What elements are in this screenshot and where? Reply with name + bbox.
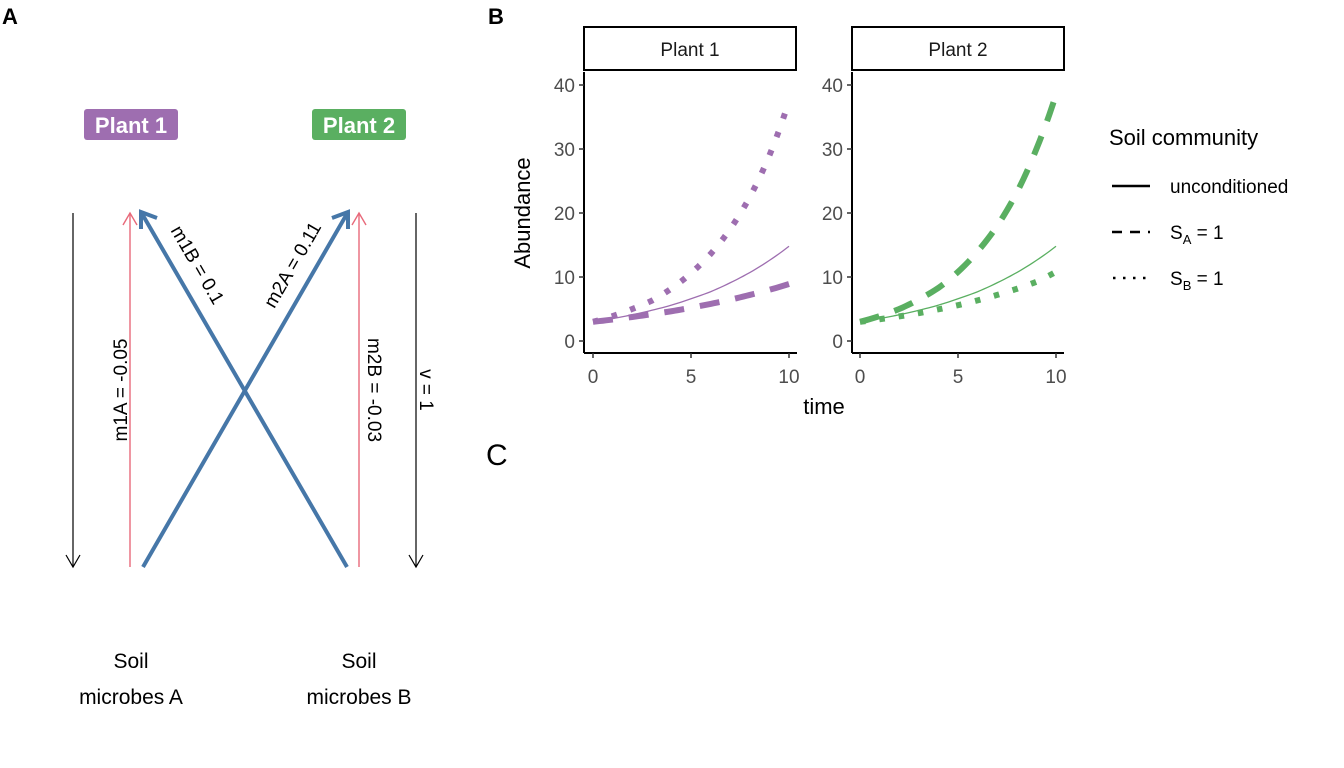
plot-area-plant-2: 0 10 20 30 40 0 5 10: [822, 72, 1067, 388]
series-line-solid: [859, 245, 1057, 323]
edge-label-m1a: m1A = -0.05: [111, 339, 132, 442]
y-tick-label: 10: [822, 268, 843, 289]
legend-label-sb-sub: B: [1183, 278, 1192, 293]
plant-1-node-box: [84, 109, 178, 140]
plant-2-node-label: Plant 2: [323, 113, 395, 138]
panel-letter-b: B: [488, 4, 504, 29]
legend-label-sb-rest: = 1: [1191, 269, 1223, 290]
arrowhead-up-icon: [122, 211, 138, 226]
facet-plant-2: Plant 2 0 10 20 30 40 0 5 10: [822, 26, 1067, 388]
facet-strip-label-plant-2: Plant 2: [928, 40, 987, 61]
arrowhead-down-icon: [408, 554, 424, 569]
legend-label-sa-rest: = 1: [1191, 223, 1223, 244]
series-line-dotted: [592, 100, 792, 325]
x-tick-label: 10: [778, 367, 799, 388]
edge-m2b: [351, 211, 367, 567]
series-line-solid: [592, 245, 790, 323]
soil-a-label-line2: microbes A: [79, 686, 183, 709]
plant-2-node: Plant 2: [312, 109, 406, 140]
y-tick-label: 20: [822, 204, 843, 225]
plant-2-node-box: [312, 109, 406, 140]
legend-label-sb-main: S: [1170, 269, 1183, 290]
x-tick-label: 0: [588, 367, 599, 388]
soil-microbes-a-node: Soil microbes A: [79, 650, 183, 709]
facet-strip-label-plant-1: Plant 1: [660, 40, 719, 61]
y-tick-label: 30: [554, 140, 575, 161]
edge-label-v: v = 1: [415, 369, 436, 411]
arrowhead-icon: [139, 209, 158, 229]
series-line-dotted: [859, 269, 1058, 325]
x-tick-label: 10: [1045, 367, 1066, 388]
panel-letter-a: A: [2, 4, 18, 29]
x-tick-label: 5: [953, 367, 964, 388]
soil-microbes-b-node: Soil microbes B: [306, 650, 411, 709]
facet-strip-plant-2: [851, 26, 1065, 71]
soil-a-label-line1: Soil: [113, 650, 148, 673]
legend-item-sb: SB = 1: [1113, 269, 1224, 293]
legend-label-sb: SB = 1: [1170, 269, 1224, 293]
plot-area-plant-1: 0 10 20 30 40 0 5 10: [554, 72, 800, 388]
y-tick-label: 40: [554, 76, 575, 97]
soil-b-label-line1: Soil: [341, 650, 376, 673]
plant-1-node-label: Plant 1: [95, 113, 167, 138]
legend-item-unconditioned: unconditioned: [1112, 177, 1288, 198]
y-axis-title: Abundance: [510, 157, 535, 268]
soil-b-label-line2: microbes B: [306, 686, 411, 709]
legend-label-sa-main: S: [1170, 223, 1183, 244]
legend-title: Soil community: [1109, 125, 1258, 150]
y-tick-label: 0: [564, 332, 575, 353]
edge-label-m1b: m1B = 0.1: [166, 222, 228, 308]
legend: Soil community unconditioned SA = 1 SB =…: [1109, 125, 1288, 293]
legend-label-unconditioned: unconditioned: [1170, 177, 1288, 198]
edge-m2a: [141, 209, 350, 569]
edge-m1a: [122, 211, 138, 567]
arrowhead-up-icon: [351, 211, 367, 226]
x-axis-title: time: [803, 394, 845, 419]
panel-letter-c: C: [486, 439, 508, 472]
y-tick-label: 10: [554, 268, 575, 289]
y-tick-label: 0: [832, 332, 843, 353]
legend-item-sa: SA = 1: [1112, 223, 1224, 247]
x-tick-label: 0: [855, 367, 866, 388]
edge-v-right: [408, 213, 424, 569]
edge-v-left: [65, 213, 81, 569]
plant-1-node: Plant 1: [84, 109, 178, 140]
x-tick-label: 5: [686, 367, 697, 388]
panel-a-diagram: Plant 1 Plant 2: [65, 109, 436, 709]
series-line-dashed: [859, 93, 1059, 325]
legend-label-sa: SA = 1: [1170, 223, 1224, 247]
y-tick-label: 40: [822, 76, 843, 97]
legend-label-sa-sub: A: [1183, 232, 1192, 247]
arrowhead-icon: [331, 209, 350, 229]
facet-strip-plant-1: [583, 26, 797, 71]
facet-plant-1: Plant 1 0 10 20 30 40 0 5 10: [554, 26, 800, 388]
edge-label-m2b: m2B = -0.03: [363, 338, 384, 442]
arrowhead-down-icon: [65, 554, 81, 569]
y-tick-label: 30: [822, 140, 843, 161]
y-tick-label: 20: [554, 204, 575, 225]
